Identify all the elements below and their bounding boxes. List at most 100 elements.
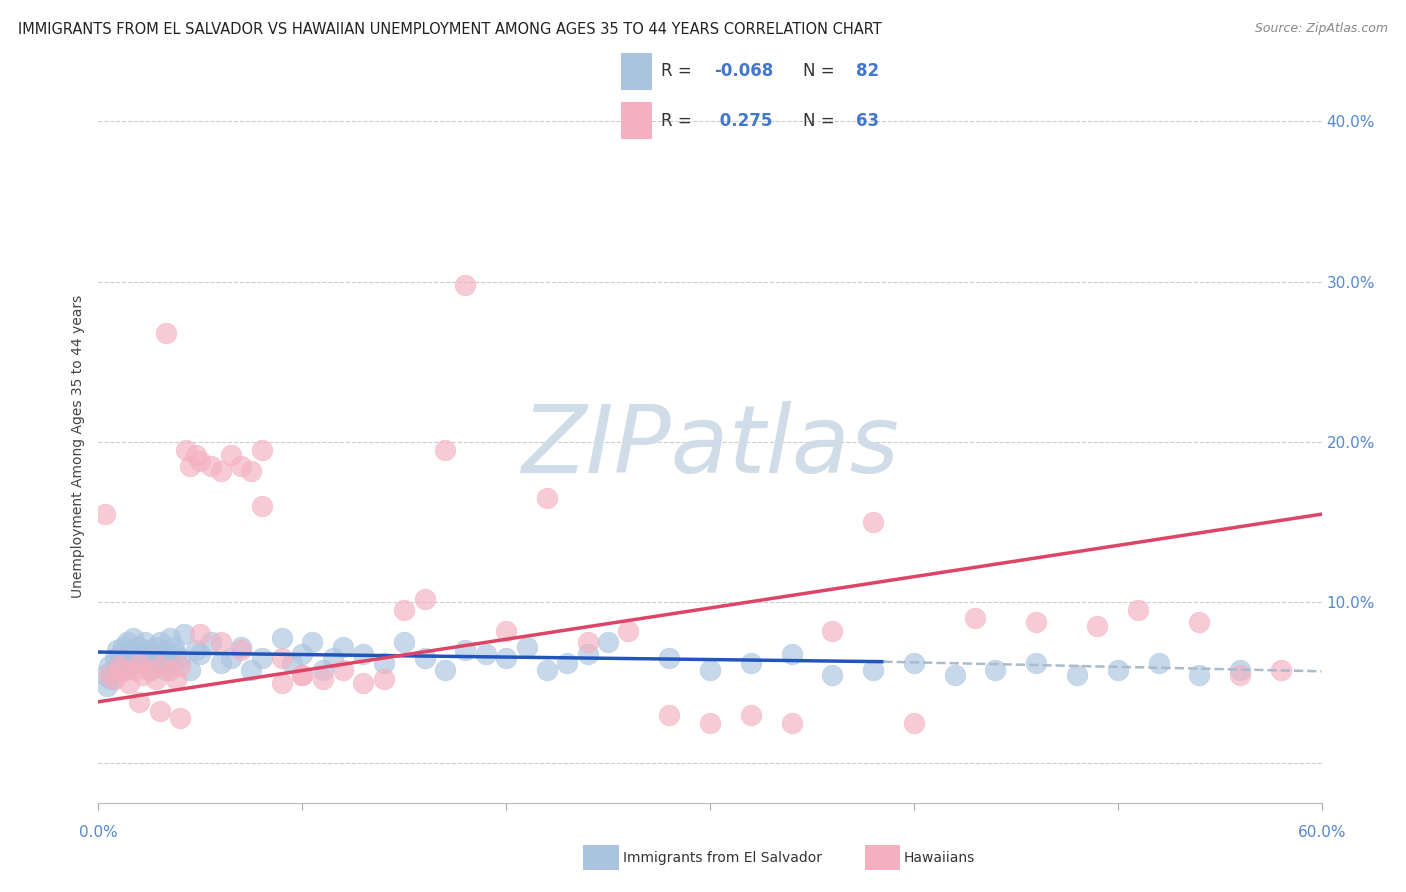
Point bbox=[576, 635, 599, 649]
Point bbox=[142, 651, 165, 665]
Point bbox=[101, 663, 124, 677]
Point bbox=[93, 507, 115, 521]
Point bbox=[200, 635, 222, 649]
Point bbox=[138, 663, 160, 677]
Text: 82: 82 bbox=[856, 62, 879, 80]
Point bbox=[115, 635, 138, 649]
Point bbox=[111, 640, 134, 655]
Point bbox=[128, 640, 150, 655]
Point bbox=[454, 643, 477, 657]
Point bbox=[209, 657, 232, 671]
Text: IMMIGRANTS FROM EL SALVADOR VS HAWAIIAN UNEMPLOYMENT AMONG AGES 35 TO 44 YEARS C: IMMIGRANTS FROM EL SALVADOR VS HAWAIIAN … bbox=[18, 22, 882, 37]
Point bbox=[108, 657, 131, 671]
FancyBboxPatch shape bbox=[621, 53, 652, 90]
Point bbox=[1188, 667, 1211, 681]
Point bbox=[352, 647, 374, 661]
Point bbox=[474, 647, 498, 661]
Point bbox=[145, 640, 167, 655]
Point bbox=[169, 659, 191, 673]
Text: 60.0%: 60.0% bbox=[1298, 825, 1346, 840]
Point bbox=[127, 657, 149, 671]
Point bbox=[965, 611, 987, 625]
Point bbox=[392, 635, 416, 649]
Point bbox=[862, 663, 884, 677]
Point bbox=[1128, 603, 1150, 617]
Point bbox=[1066, 667, 1088, 681]
Point bbox=[413, 651, 436, 665]
Point bbox=[141, 663, 163, 677]
Point bbox=[138, 643, 160, 657]
Point bbox=[111, 663, 134, 677]
Point bbox=[179, 458, 201, 473]
Point bbox=[173, 627, 195, 641]
Point bbox=[862, 515, 884, 529]
Point bbox=[160, 657, 183, 671]
Point bbox=[209, 464, 232, 478]
Point bbox=[658, 651, 681, 665]
Point bbox=[186, 643, 208, 657]
Point bbox=[93, 667, 115, 681]
Text: 63: 63 bbox=[856, 112, 879, 129]
Point bbox=[617, 624, 640, 639]
Point bbox=[231, 458, 253, 473]
Point bbox=[188, 627, 212, 641]
Point bbox=[576, 647, 599, 661]
Text: R =: R = bbox=[661, 62, 697, 80]
Point bbox=[108, 659, 131, 673]
Point bbox=[96, 679, 118, 693]
Point bbox=[136, 657, 159, 671]
Point bbox=[536, 491, 558, 505]
Point bbox=[312, 663, 335, 677]
Point bbox=[301, 635, 323, 649]
Point bbox=[179, 663, 201, 677]
Point bbox=[943, 667, 966, 681]
Point bbox=[740, 707, 762, 722]
Point bbox=[780, 715, 803, 730]
Point bbox=[454, 277, 477, 292]
Point bbox=[110, 647, 132, 661]
Point bbox=[312, 673, 335, 687]
Point bbox=[1107, 663, 1129, 677]
Point bbox=[1025, 615, 1047, 629]
Text: N =: N = bbox=[803, 62, 841, 80]
Point bbox=[495, 651, 517, 665]
Point bbox=[434, 663, 457, 677]
Point bbox=[270, 651, 294, 665]
Point bbox=[188, 647, 212, 661]
Point bbox=[903, 657, 925, 671]
Point bbox=[699, 663, 721, 677]
Point bbox=[821, 624, 844, 639]
Point bbox=[231, 643, 253, 657]
Point bbox=[658, 707, 681, 722]
Point bbox=[100, 673, 122, 687]
Point bbox=[159, 663, 181, 677]
Point bbox=[373, 673, 395, 687]
Point bbox=[322, 651, 344, 665]
Point bbox=[291, 647, 314, 661]
Point bbox=[165, 647, 187, 661]
Point bbox=[413, 592, 436, 607]
Point bbox=[984, 663, 1007, 677]
Point bbox=[516, 640, 538, 655]
Point bbox=[250, 442, 273, 457]
Point bbox=[128, 695, 150, 709]
Point bbox=[699, 715, 721, 730]
Point bbox=[240, 663, 263, 677]
Point bbox=[155, 663, 177, 677]
Point bbox=[270, 675, 294, 690]
Point bbox=[152, 643, 174, 657]
Point bbox=[250, 651, 273, 665]
Point bbox=[129, 651, 152, 665]
Point bbox=[104, 673, 127, 687]
Point bbox=[291, 667, 314, 681]
Point bbox=[1270, 663, 1292, 677]
Point bbox=[104, 651, 127, 665]
Point bbox=[120, 643, 142, 657]
Point bbox=[1085, 619, 1108, 633]
Point bbox=[132, 647, 155, 661]
Point bbox=[219, 448, 242, 462]
Point bbox=[291, 667, 314, 681]
Point bbox=[132, 667, 155, 681]
Point bbox=[169, 711, 191, 725]
Point bbox=[434, 442, 457, 457]
